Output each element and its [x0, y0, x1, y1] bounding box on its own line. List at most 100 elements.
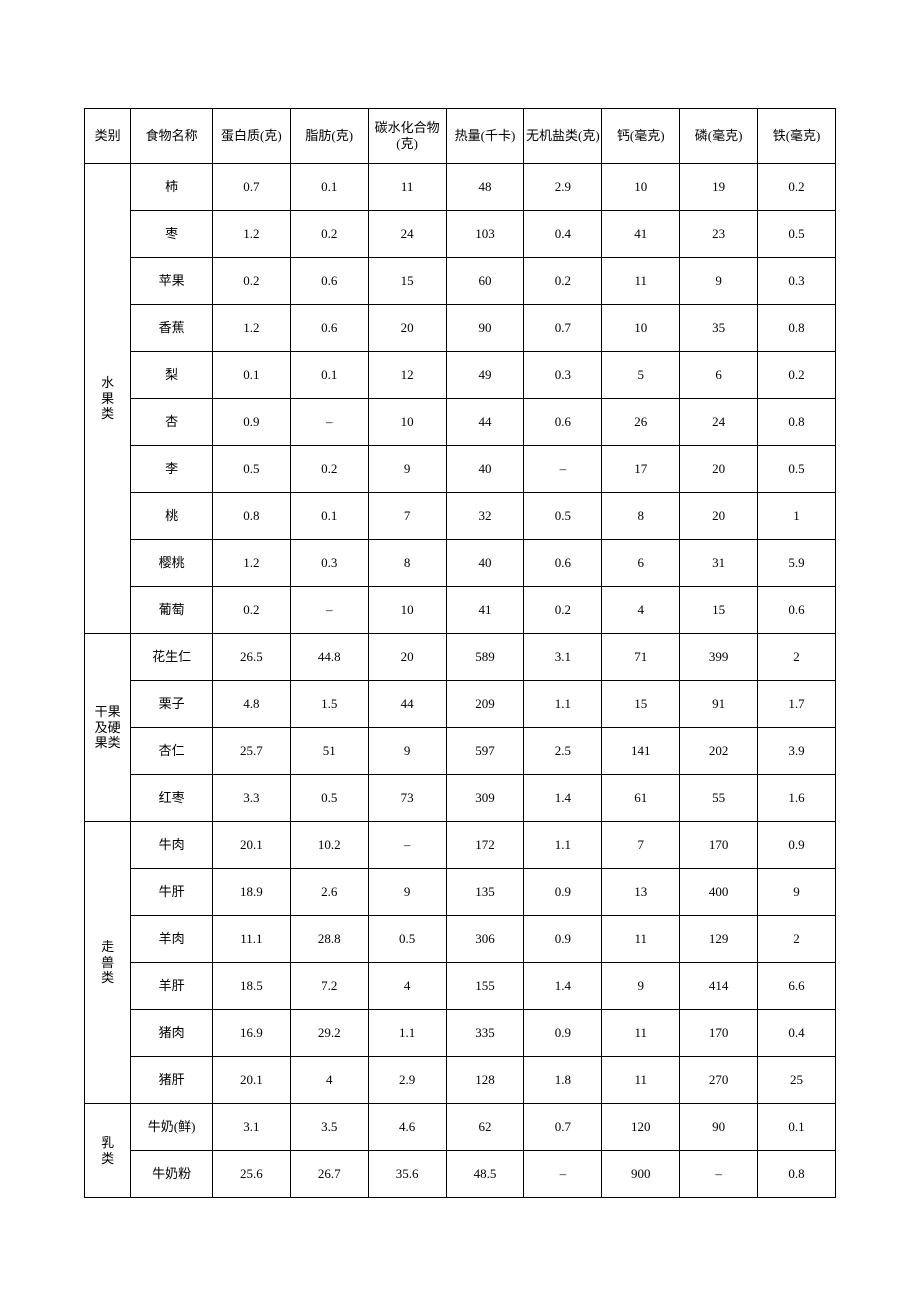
table-row: 香蕉1.20.620900.710350.8: [85, 305, 836, 352]
table-row: 梨0.10.112490.3560.2: [85, 352, 836, 399]
data-cell: 4: [290, 1057, 368, 1104]
data-cell: 73: [368, 775, 446, 822]
table-row: 葡萄0.2–10410.24150.6: [85, 587, 836, 634]
data-cell: 1.6: [758, 775, 836, 822]
data-cell: 15: [602, 681, 680, 728]
table-row: 苹果0.20.615600.21190.3: [85, 258, 836, 305]
data-cell: 20: [368, 634, 446, 681]
data-cell: 25.7: [212, 728, 290, 775]
data-cell: 32: [446, 493, 524, 540]
table-body: 水果类柿0.70.111482.910190.2枣1.20.2241030.44…: [85, 164, 836, 1198]
data-cell: 5: [602, 352, 680, 399]
col-header-iron: 铁(毫克): [758, 109, 836, 164]
col-header-name: 食物名称: [131, 109, 213, 164]
table-row: 牛奶粉25.626.735.648.5–900–0.8: [85, 1151, 836, 1198]
data-cell: 1.2: [212, 305, 290, 352]
data-cell: 0.3: [524, 352, 602, 399]
data-cell: 400: [680, 869, 758, 916]
data-cell: 1.8: [524, 1057, 602, 1104]
data-cell: 0.7: [212, 164, 290, 211]
data-cell: 9: [368, 728, 446, 775]
table-row: 干果及硬果类花生仁26.544.8205893.1713992: [85, 634, 836, 681]
data-cell: 9: [368, 446, 446, 493]
data-cell: 6: [680, 352, 758, 399]
data-cell: 猪肉: [131, 1010, 213, 1057]
data-cell: 1.1: [524, 822, 602, 869]
data-cell: 20: [680, 493, 758, 540]
data-cell: 杏: [131, 399, 213, 446]
data-cell: 0.6: [290, 258, 368, 305]
data-cell: 0.9: [758, 822, 836, 869]
data-cell: 20.1: [212, 1057, 290, 1104]
data-cell: 90: [446, 305, 524, 352]
data-cell: 3.1: [212, 1104, 290, 1151]
col-header-protein: 蛋白质(克): [212, 109, 290, 164]
data-cell: 0.8: [212, 493, 290, 540]
data-cell: 15: [368, 258, 446, 305]
data-cell: 枣: [131, 211, 213, 258]
data-cell: 1.7: [758, 681, 836, 728]
data-cell: 梨: [131, 352, 213, 399]
data-cell: 1.5: [290, 681, 368, 728]
data-cell: 柿: [131, 164, 213, 211]
table-row: 枣1.20.2241030.441230.5: [85, 211, 836, 258]
data-cell: 10: [602, 164, 680, 211]
data-cell: 20: [368, 305, 446, 352]
data-cell: 155: [446, 963, 524, 1010]
table-row: 羊肝18.57.241551.494146.6: [85, 963, 836, 1010]
data-cell: 24: [680, 399, 758, 446]
data-cell: 0.5: [758, 211, 836, 258]
data-cell: 8: [368, 540, 446, 587]
data-cell: 49: [446, 352, 524, 399]
data-cell: 40: [446, 446, 524, 493]
data-cell: 0.3: [290, 540, 368, 587]
data-cell: 0.1: [290, 352, 368, 399]
data-cell: 0.5: [212, 446, 290, 493]
data-cell: 48: [446, 164, 524, 211]
data-cell: 2.9: [368, 1057, 446, 1104]
data-cell: 李: [131, 446, 213, 493]
data-cell: 牛奶(鲜): [131, 1104, 213, 1151]
data-cell: 0.9: [524, 869, 602, 916]
data-cell: 103: [446, 211, 524, 258]
data-cell: 樱桃: [131, 540, 213, 587]
data-cell: 栗子: [131, 681, 213, 728]
nutrition-table: 类别 食物名称 蛋白质(克) 脂肪(克) 碳水化合物(克) 热量(千卡) 无机盐…: [84, 108, 836, 1198]
data-cell: 19: [680, 164, 758, 211]
data-cell: 3.9: [758, 728, 836, 775]
data-cell: 0.5: [290, 775, 368, 822]
data-cell: 10: [368, 587, 446, 634]
table-row: 桃0.80.17320.58201: [85, 493, 836, 540]
data-cell: 0.6: [524, 540, 602, 587]
data-cell: 2.6: [290, 869, 368, 916]
data-cell: 61: [602, 775, 680, 822]
data-cell: 猪肝: [131, 1057, 213, 1104]
data-cell: 26: [602, 399, 680, 446]
data-cell: 红枣: [131, 775, 213, 822]
data-cell: 0.6: [290, 305, 368, 352]
data-cell: 0.1: [290, 493, 368, 540]
data-cell: 4: [602, 587, 680, 634]
data-cell: 18.5: [212, 963, 290, 1010]
data-cell: 71: [602, 634, 680, 681]
data-cell: 桃: [131, 493, 213, 540]
data-cell: –: [524, 1151, 602, 1198]
col-header-phosphorus: 磷(毫克): [680, 109, 758, 164]
data-cell: 1: [758, 493, 836, 540]
data-cell: 2.9: [524, 164, 602, 211]
data-cell: 35.6: [368, 1151, 446, 1198]
data-cell: 花生仁: [131, 634, 213, 681]
data-cell: 41: [602, 211, 680, 258]
data-cell: 597: [446, 728, 524, 775]
data-cell: 0.9: [212, 399, 290, 446]
data-cell: 0.2: [758, 164, 836, 211]
data-cell: 葡萄: [131, 587, 213, 634]
data-cell: 135: [446, 869, 524, 916]
data-cell: 1.1: [524, 681, 602, 728]
table-row: 羊肉11.128.80.53060.9111292: [85, 916, 836, 963]
data-cell: 0.4: [524, 211, 602, 258]
data-cell: 0.2: [524, 258, 602, 305]
data-cell: 15: [680, 587, 758, 634]
data-cell: 羊肉: [131, 916, 213, 963]
col-header-fat: 脂肪(克): [290, 109, 368, 164]
